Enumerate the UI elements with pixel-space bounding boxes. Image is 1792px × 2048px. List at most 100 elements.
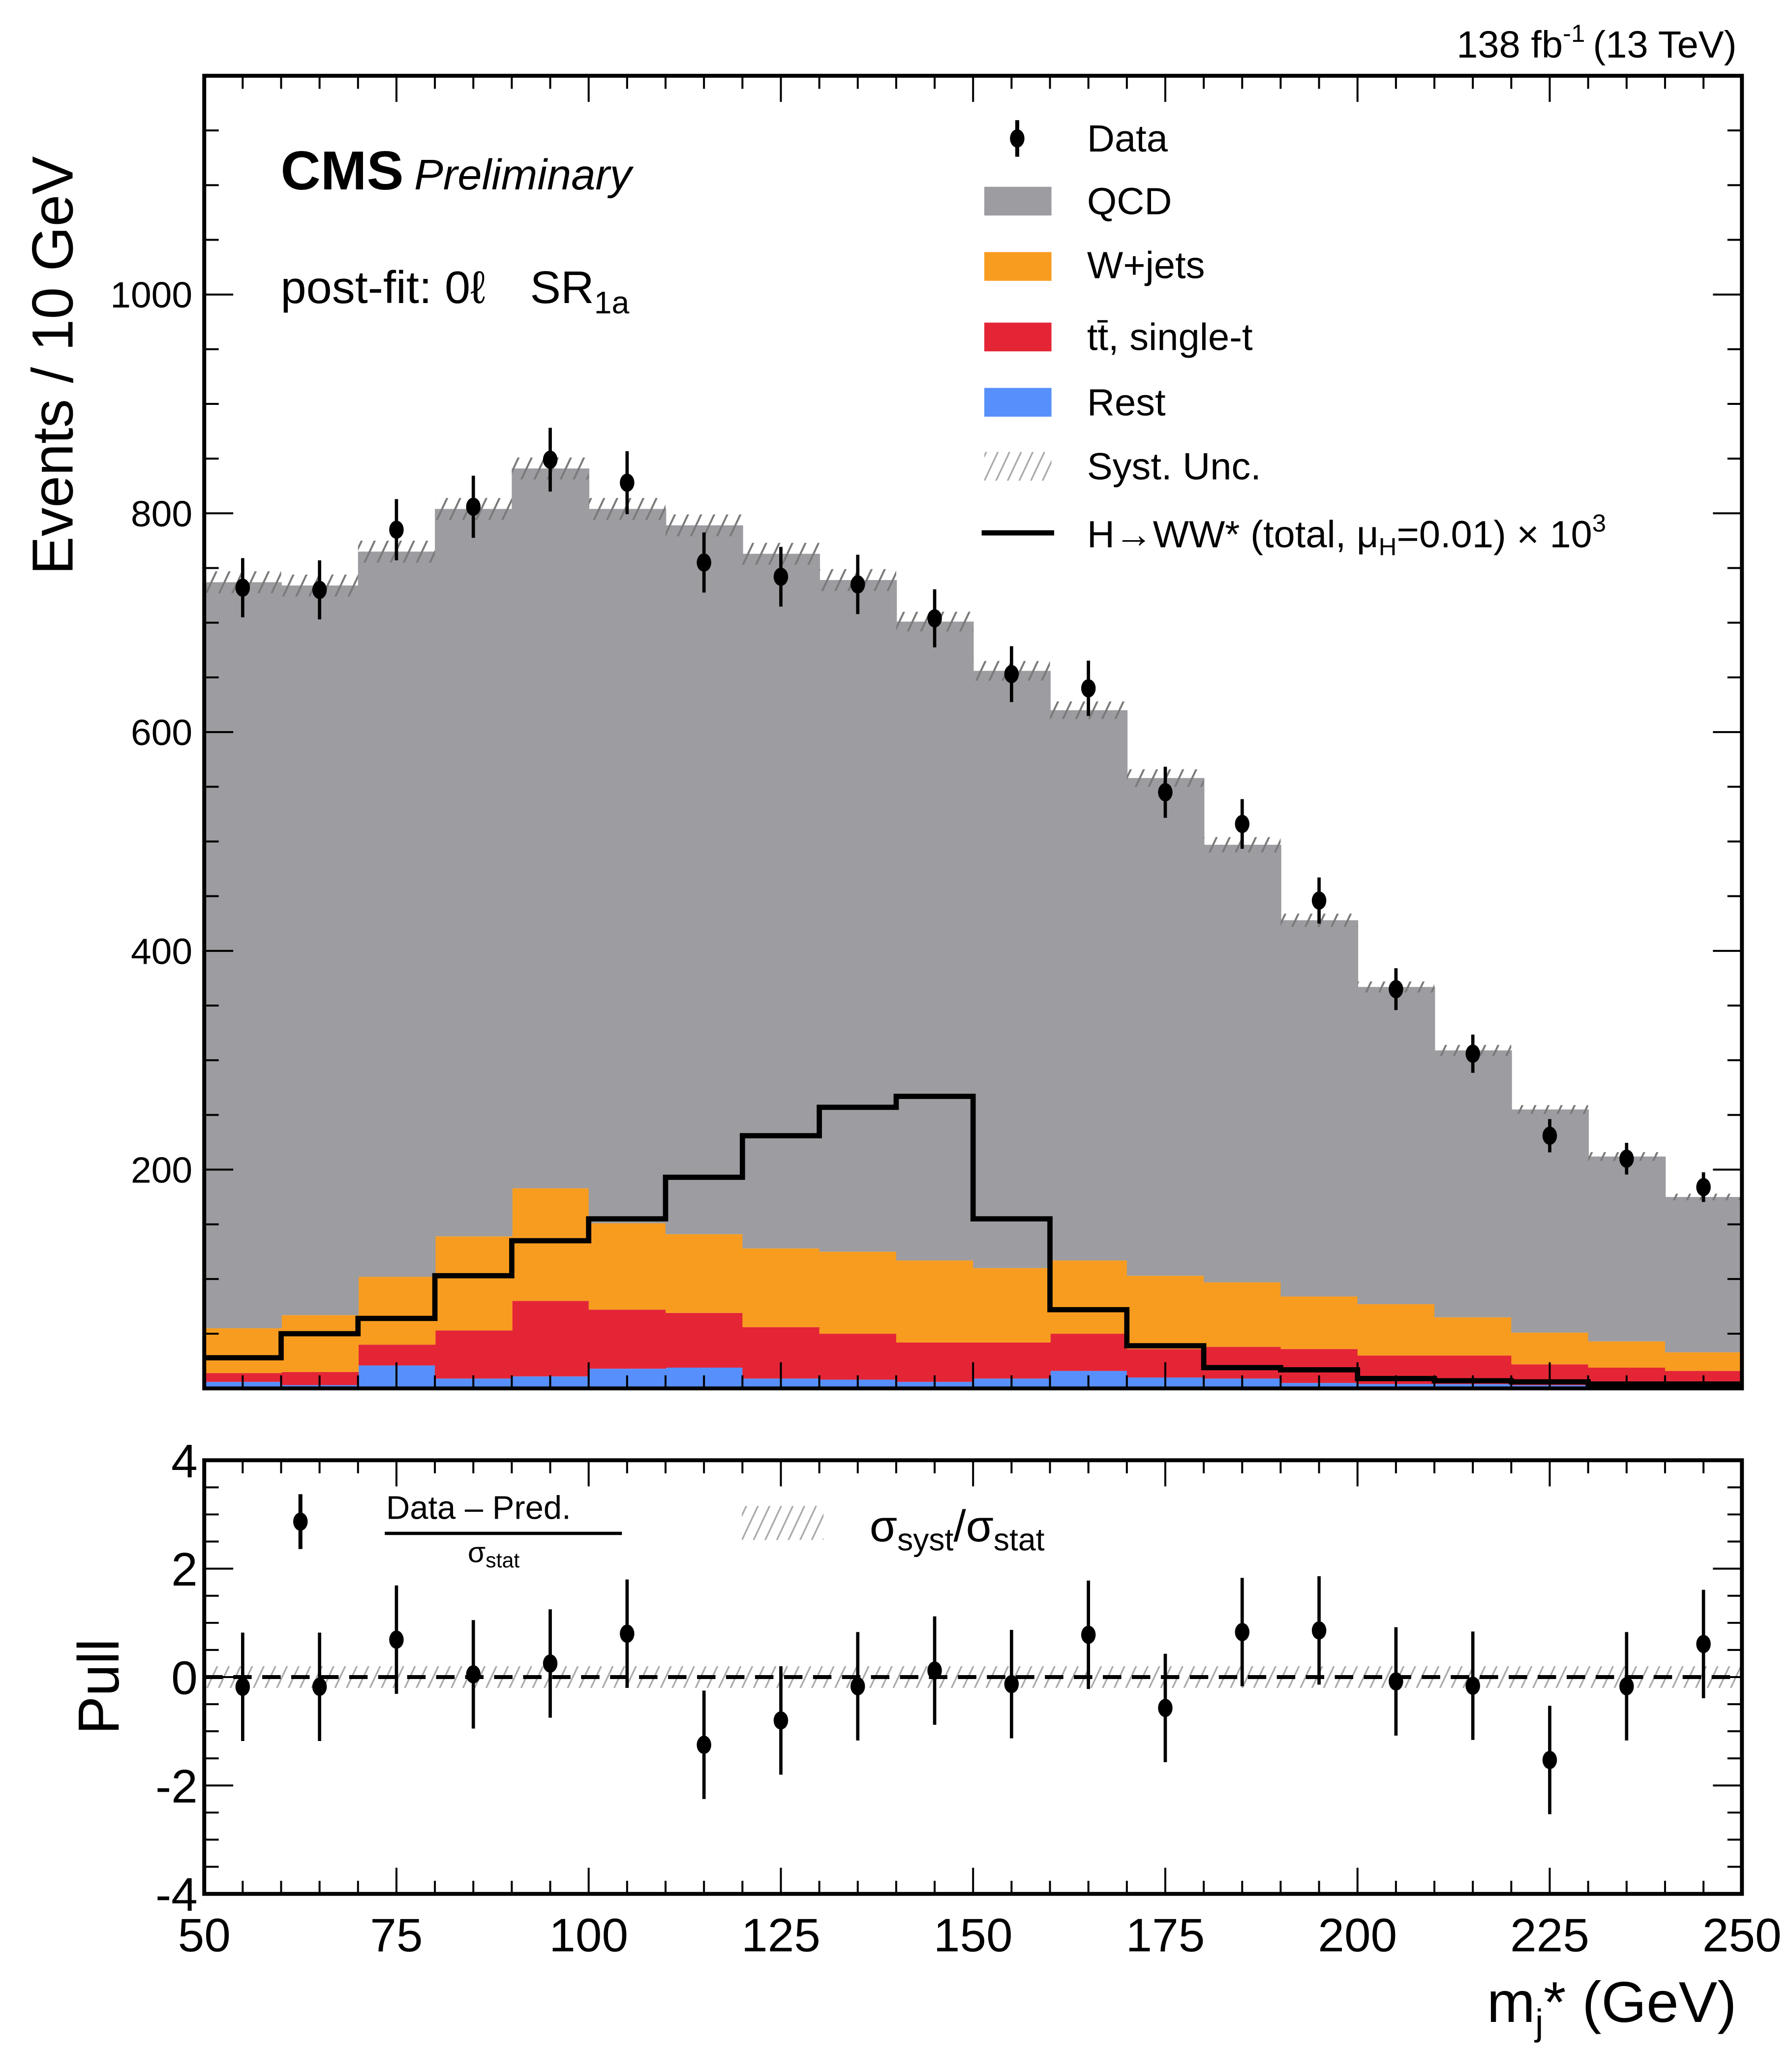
pull-marker bbox=[1696, 1635, 1711, 1653]
x-tick-labels: 50 75 100 125 150 175 200 225 250 bbox=[178, 1909, 1782, 1962]
pull-legend: Data – Pred. σstat σsyst/σstat bbox=[293, 1490, 1045, 1572]
pull-axis-title: Pull bbox=[66, 1639, 131, 1735]
legend-item-rest: Rest bbox=[984, 382, 1166, 424]
data-point bbox=[1696, 1172, 1711, 1202]
pull-point bbox=[620, 1579, 635, 1688]
pull-y-ticks bbox=[204, 1459, 1742, 1895]
bar-wjets bbox=[281, 1315, 359, 1372]
bar-qcd bbox=[1357, 987, 1435, 1305]
x-tick-label: 175 bbox=[1126, 1909, 1205, 1962]
pull-point bbox=[312, 1632, 327, 1742]
bar-qcd bbox=[1204, 845, 1281, 1283]
data-point bbox=[235, 558, 250, 617]
data-point bbox=[1389, 968, 1403, 1010]
pull-legend-item-data: Data – Pred. σstat bbox=[293, 1490, 622, 1572]
data-point bbox=[1465, 1034, 1480, 1073]
pull-y-tick-labels: -4 -2 0 2 4 bbox=[155, 1435, 198, 1921]
bar-wjets bbox=[1511, 1332, 1589, 1365]
region-label: post-fit: 0ℓ SR1a bbox=[281, 262, 630, 320]
main-x-ticks bbox=[203, 75, 1743, 1389]
svg-text:QCD: QCD bbox=[1087, 181, 1172, 223]
data-point bbox=[1158, 766, 1173, 818]
bar-ttbar bbox=[819, 1334, 897, 1380]
svg-text:H→WW* (total, μH=0.01) × 103: H→WW* (total, μH=0.01) × 103 bbox=[1087, 509, 1606, 561]
svg-text:Syst. Unc.: Syst. Unc. bbox=[1087, 446, 1261, 488]
y-tick-label: 200 bbox=[131, 1149, 192, 1191]
pull-point bbox=[927, 1616, 942, 1725]
svg-text:σstat: σstat bbox=[468, 1537, 520, 1572]
legend-item-signal: H→WW* (total, μH=0.01) × 103 bbox=[981, 509, 1606, 561]
stacked-histogram bbox=[204, 468, 1743, 1389]
svg-text:σsyst/σstat: σsyst/σstat bbox=[870, 1501, 1045, 1557]
data-marker bbox=[927, 609, 942, 628]
data-marker bbox=[1235, 815, 1249, 833]
pull-point bbox=[697, 1690, 711, 1799]
pull-point bbox=[1081, 1580, 1096, 1689]
data-marker bbox=[1465, 1044, 1480, 1063]
pull-marker bbox=[235, 1678, 250, 1696]
data-point bbox=[1004, 646, 1019, 703]
x-tick-label: 75 bbox=[370, 1909, 423, 1962]
bar-wjets bbox=[588, 1223, 667, 1310]
data-marker bbox=[543, 450, 558, 469]
pull-points bbox=[235, 1576, 1711, 1814]
svg-text:W+jets: W+jets bbox=[1087, 245, 1205, 287]
data-marker bbox=[1542, 1127, 1557, 1145]
bar-wjets bbox=[1665, 1352, 1743, 1371]
pull-marker bbox=[543, 1654, 558, 1673]
bar-ttbar bbox=[665, 1313, 743, 1368]
syst-unc-bin bbox=[1511, 1105, 1588, 1114]
bar-qcd bbox=[1665, 1197, 1743, 1352]
bar-qcd bbox=[1050, 710, 1128, 1261]
data-point bbox=[773, 547, 789, 607]
pull-point bbox=[1311, 1576, 1327, 1685]
data-marker bbox=[235, 579, 250, 597]
pull-marker bbox=[466, 1665, 481, 1684]
bar-wjets bbox=[512, 1188, 590, 1301]
pull-marker bbox=[1542, 1750, 1557, 1770]
pull-point bbox=[1696, 1589, 1711, 1698]
bar-ttbar bbox=[896, 1342, 974, 1382]
bar-wjets bbox=[358, 1277, 436, 1345]
bar-wjets bbox=[973, 1268, 1051, 1343]
pull-point bbox=[773, 1666, 789, 1775]
pull-x-ticks bbox=[203, 1460, 1743, 1894]
x-tick-label: 200 bbox=[1318, 1909, 1397, 1962]
pull-y-tick-label: 2 bbox=[171, 1544, 198, 1596]
x-tick-label: 250 bbox=[1702, 1909, 1782, 1962]
bar-qcd bbox=[435, 509, 513, 1237]
pull-marker bbox=[312, 1678, 327, 1696]
bar-qcd bbox=[281, 585, 359, 1315]
data-point bbox=[1619, 1143, 1634, 1175]
data-point bbox=[1081, 660, 1096, 716]
bar-wjets bbox=[896, 1260, 974, 1343]
data-marker bbox=[773, 567, 789, 586]
bar-ttbar bbox=[588, 1310, 667, 1369]
y-tick-label: 400 bbox=[131, 931, 192, 972]
data-marker bbox=[1081, 679, 1096, 698]
pull-point bbox=[1389, 1627, 1403, 1736]
bar-qcd bbox=[1434, 1050, 1512, 1317]
data-point bbox=[927, 589, 942, 647]
data-marker bbox=[850, 575, 865, 594]
bar-wjets bbox=[1280, 1296, 1359, 1349]
pull-marker bbox=[850, 1677, 865, 1696]
x-tick-label: 225 bbox=[1510, 1909, 1589, 1962]
pull-point bbox=[1235, 1578, 1249, 1686]
data-marker bbox=[1619, 1149, 1634, 1168]
legend-item-wjets: W+jets bbox=[984, 245, 1205, 287]
data-point bbox=[389, 499, 404, 561]
data-point bbox=[1311, 877, 1327, 924]
x-tick-label: 100 bbox=[549, 1909, 628, 1962]
legend-item-ttbar: tt̄, single-t bbox=[984, 316, 1253, 358]
pull-point bbox=[850, 1632, 865, 1741]
bar-wjets bbox=[1434, 1317, 1512, 1356]
pull-marker bbox=[1158, 1699, 1173, 1717]
data-marker bbox=[1004, 665, 1019, 683]
bar-qcd bbox=[973, 671, 1051, 1268]
pull-point bbox=[1465, 1631, 1480, 1740]
bar-qcd bbox=[1588, 1156, 1666, 1342]
pull-panel: 50 75 100 125 150 175 200 225 250 -4 -2 0 2 4 bbox=[155, 1435, 1782, 1961]
data-point bbox=[697, 532, 711, 593]
